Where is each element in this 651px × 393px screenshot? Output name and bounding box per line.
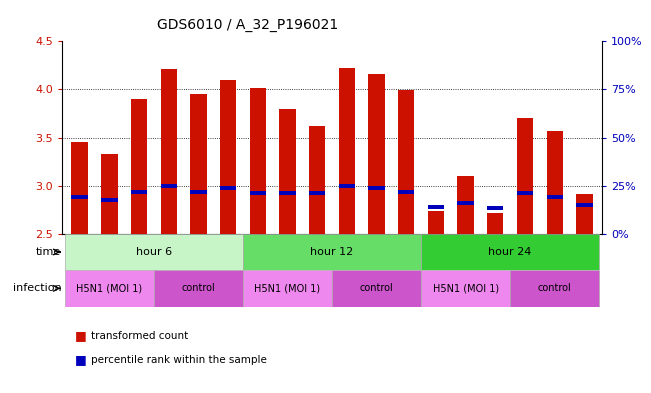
- Bar: [458, 176, 474, 234]
- Text: hour 6: hour 6: [136, 247, 172, 257]
- Text: hour 24: hour 24: [488, 247, 532, 257]
- Text: time: time: [36, 247, 61, 257]
- Text: ■: ■: [75, 353, 87, 366]
- Text: ■: ■: [75, 329, 87, 343]
- Bar: [131, 99, 147, 234]
- Bar: [220, 80, 236, 234]
- Bar: [190, 94, 206, 234]
- Bar: [190, 191, 206, 194]
- Bar: [368, 185, 385, 189]
- Bar: [546, 131, 563, 234]
- Bar: [101, 198, 118, 202]
- Bar: [510, 270, 599, 307]
- Bar: [487, 206, 503, 210]
- Bar: [154, 270, 243, 307]
- Bar: [339, 68, 355, 234]
- Bar: [161, 184, 177, 187]
- Bar: [421, 270, 510, 307]
- Bar: [249, 191, 266, 195]
- Text: GDS6010 / A_32_P196021: GDS6010 / A_32_P196021: [157, 18, 338, 32]
- Text: control: control: [182, 283, 215, 293]
- Text: percentile rank within the sample: percentile rank within the sample: [91, 354, 267, 365]
- Bar: [243, 270, 332, 307]
- Text: H5N1 (MOI 1): H5N1 (MOI 1): [76, 283, 143, 293]
- Bar: [576, 194, 592, 234]
- Bar: [249, 88, 266, 234]
- Text: transformed count: transformed count: [91, 331, 188, 341]
- Bar: [131, 191, 147, 194]
- Bar: [309, 126, 326, 234]
- Text: control: control: [538, 283, 572, 293]
- Bar: [517, 191, 533, 195]
- Bar: [546, 195, 563, 199]
- Bar: [428, 205, 444, 209]
- Bar: [398, 191, 415, 194]
- Bar: [576, 203, 592, 207]
- Bar: [428, 211, 444, 234]
- Bar: [243, 234, 421, 270]
- Bar: [279, 191, 296, 195]
- Bar: [65, 234, 243, 270]
- Bar: [161, 69, 177, 234]
- Bar: [368, 74, 385, 234]
- Bar: [65, 270, 154, 307]
- Bar: [517, 118, 533, 234]
- Bar: [279, 108, 296, 234]
- Text: H5N1 (MOI 1): H5N1 (MOI 1): [255, 283, 320, 293]
- Text: H5N1 (MOI 1): H5N1 (MOI 1): [432, 283, 499, 293]
- Text: infection: infection: [12, 283, 61, 293]
- Bar: [458, 201, 474, 205]
- Text: hour 12: hour 12: [311, 247, 353, 257]
- Bar: [398, 90, 415, 234]
- Bar: [332, 270, 421, 307]
- Bar: [421, 234, 599, 270]
- Bar: [101, 154, 118, 234]
- Text: control: control: [359, 283, 393, 293]
- Bar: [487, 213, 503, 234]
- Bar: [72, 195, 88, 199]
- Bar: [220, 185, 236, 189]
- Bar: [72, 142, 88, 234]
- Bar: [339, 184, 355, 187]
- Bar: [309, 191, 326, 195]
